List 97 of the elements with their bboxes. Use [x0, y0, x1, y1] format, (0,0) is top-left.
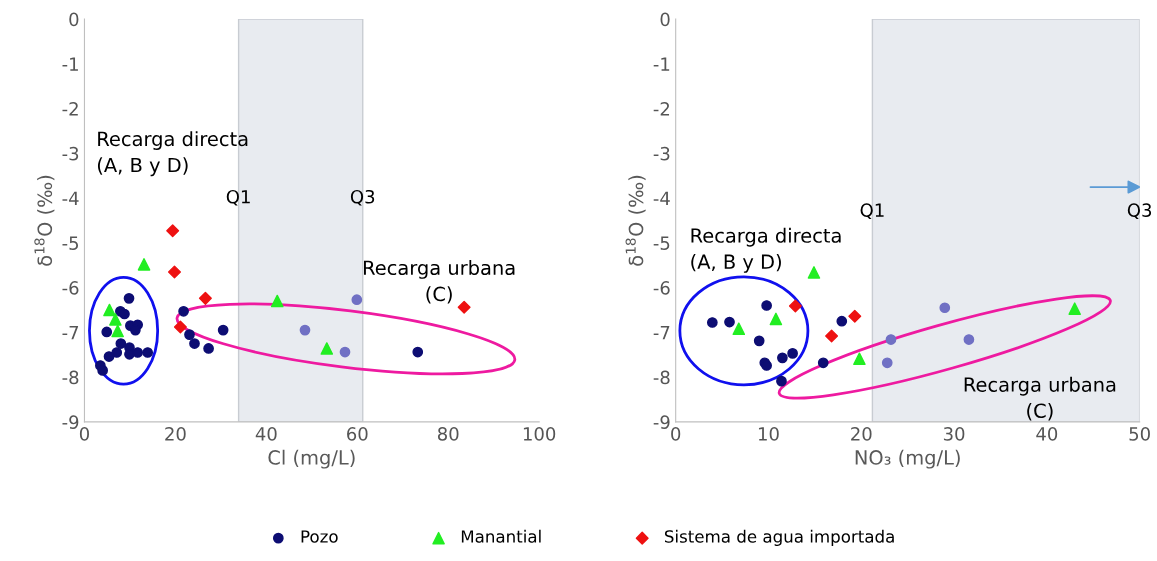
point	[1068, 302, 1081, 315]
x-tick-label: 0	[79, 427, 90, 441]
point	[776, 375, 787, 387]
point	[173, 320, 187, 334]
x-tick-label: 20	[165, 427, 186, 441]
point	[119, 308, 130, 320]
point	[848, 309, 862, 323]
point	[769, 312, 783, 326]
y-tick-label: -2	[653, 102, 670, 116]
point	[97, 365, 109, 376]
x-tick-label: 50	[1129, 427, 1150, 441]
point	[111, 347, 123, 358]
annotation: Q1	[226, 189, 250, 206]
point	[137, 258, 151, 271]
point	[198, 291, 212, 305]
point	[109, 313, 122, 326]
annotation: Q3	[350, 189, 375, 206]
x-tick-label: 100	[523, 427, 556, 441]
y-tick-label: -2	[62, 102, 78, 116]
y-tick-label: -6	[62, 281, 79, 295]
point	[836, 315, 848, 327]
point	[777, 352, 788, 364]
y-tick-label: -4	[653, 191, 670, 205]
annotation: Recarga urbana (C)	[363, 260, 515, 304]
x-tick-label: 60	[347, 427, 368, 441]
point	[412, 346, 424, 358]
x-tick-label: 20	[851, 427, 872, 441]
x-axis-title: Cl (mg/L)	[268, 449, 355, 469]
x-tick-label: 10	[758, 427, 779, 441]
y-tick-label: -9	[62, 415, 79, 429]
point	[111, 324, 124, 338]
point	[142, 347, 154, 358]
y-tick-label: -5	[62, 236, 79, 250]
point	[166, 224, 180, 238]
y-tick-label: -1	[653, 57, 670, 71]
legend-label: Manantial	[461, 529, 541, 543]
point	[178, 305, 189, 317]
point	[103, 351, 115, 362]
y-axis-title: δ$^{18}$O (‰)	[34, 175, 55, 266]
point	[885, 334, 897, 345]
point	[351, 294, 363, 306]
point	[101, 326, 113, 338]
point	[732, 322, 746, 336]
annotation: Q1	[860, 203, 884, 220]
legend-label: Sistema de agua importada	[664, 529, 894, 546]
point	[103, 303, 116, 317]
x-axis-title: NO₃ (mg/L)	[855, 449, 960, 469]
y-tick-label: -3	[62, 146, 79, 161]
point	[787, 348, 798, 359]
point	[706, 317, 718, 328]
point	[853, 352, 866, 366]
y-tick-label: -3	[653, 146, 670, 161]
x-tick-label: 40	[255, 427, 277, 441]
legend-label: Pozo	[301, 530, 338, 543]
x-tick-label: 0	[671, 427, 681, 441]
y-tick-label: 0	[69, 12, 79, 27]
point	[115, 338, 127, 349]
point	[881, 357, 893, 369]
annotation: Recarga directa (A, B y D)	[97, 131, 248, 177]
point	[724, 316, 735, 328]
y-tick-label: -9	[653, 415, 670, 429]
point	[132, 347, 144, 358]
y-tick-label: -7	[653, 326, 670, 340]
point	[299, 324, 311, 336]
point	[320, 342, 334, 355]
annotation: Q3	[1127, 203, 1152, 220]
point	[817, 357, 829, 369]
point	[761, 300, 772, 311]
x-tick-label: 30	[943, 427, 965, 441]
point	[457, 300, 471, 314]
y-tick-label: -7	[62, 326, 79, 340]
y-tick-label: -4	[62, 191, 79, 205]
point	[184, 329, 195, 340]
point	[167, 265, 181, 279]
point	[963, 334, 975, 345]
point	[939, 302, 951, 314]
y-axis-title: δ$^{18}$O (‰)	[625, 175, 646, 266]
y-tick-label: -5	[653, 236, 670, 250]
point	[203, 343, 214, 354]
point	[339, 346, 351, 358]
point	[753, 335, 765, 347]
y-tick-label: -8	[653, 370, 670, 385]
x-tick-label: 40	[1036, 427, 1058, 441]
annotation: Recarga urbana (C)	[964, 376, 1116, 421]
point	[788, 299, 802, 313]
point	[123, 292, 135, 304]
y-tick-label: -6	[653, 281, 670, 295]
point	[189, 338, 200, 349]
point	[270, 294, 284, 308]
point	[825, 329, 839, 343]
point	[217, 324, 229, 336]
point	[807, 266, 821, 279]
y-tick-label: -1	[62, 57, 78, 71]
annotation: Recarga directa (A, B y D)	[691, 227, 841, 273]
y-tick-label: 0	[660, 12, 670, 27]
y-tick-label: -8	[62, 370, 79, 385]
x-tick-label: 80	[437, 427, 459, 441]
